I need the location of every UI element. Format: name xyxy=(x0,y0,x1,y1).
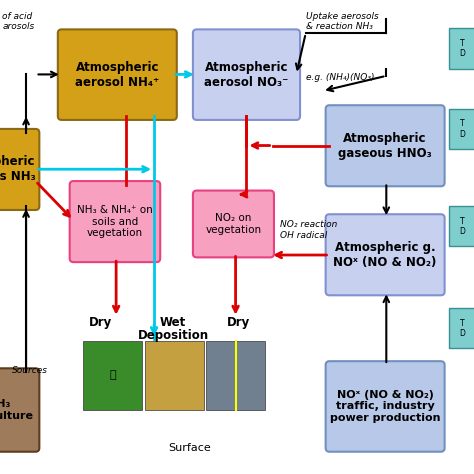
FancyBboxPatch shape xyxy=(70,181,160,262)
Text: Atmospheric
gaseous NH₃: Atmospheric gaseous NH₃ xyxy=(0,155,36,183)
Text: Sources: Sources xyxy=(12,366,48,375)
Text: Atmospheric
gaseous HNO₃: Atmospheric gaseous HNO₃ xyxy=(338,132,432,160)
Text: NO₂ on
vegetation: NO₂ on vegetation xyxy=(205,213,262,235)
Text: T
D: T D xyxy=(459,119,465,139)
FancyBboxPatch shape xyxy=(326,105,445,186)
Text: Wet: Wet xyxy=(160,316,186,329)
FancyBboxPatch shape xyxy=(326,214,445,295)
FancyBboxPatch shape xyxy=(449,28,474,69)
FancyBboxPatch shape xyxy=(193,29,300,120)
FancyBboxPatch shape xyxy=(326,361,445,452)
FancyBboxPatch shape xyxy=(449,206,474,246)
Text: Atmospheric g.
NOˣ (NO & NO₂): Atmospheric g. NOˣ (NO & NO₂) xyxy=(333,241,437,269)
Text: Deposition: Deposition xyxy=(137,329,209,342)
Text: NO₂ reaction
OH radical: NO₂ reaction OH radical xyxy=(280,220,337,240)
Text: 🐄: 🐄 xyxy=(109,370,116,381)
Text: NOˣ (NO & NO₂)
traffic, industry
power production: NOˣ (NO & NO₂) traffic, industry power p… xyxy=(330,390,440,423)
FancyBboxPatch shape xyxy=(449,308,474,348)
FancyBboxPatch shape xyxy=(58,29,177,120)
Text: NH₃
agriculture: NH₃ agriculture xyxy=(0,399,33,421)
Text: of acid
arosols: of acid arosols xyxy=(2,12,35,31)
Text: T
D: T D xyxy=(459,39,465,58)
FancyBboxPatch shape xyxy=(0,129,39,210)
Text: Uptake aerosols
& reaction NH₃: Uptake aerosols & reaction NH₃ xyxy=(306,12,378,31)
FancyBboxPatch shape xyxy=(145,341,204,410)
FancyBboxPatch shape xyxy=(206,341,265,410)
Text: Dry: Dry xyxy=(227,316,250,329)
FancyBboxPatch shape xyxy=(193,191,274,257)
Text: Atmospheric
aerosol NO₃⁻: Atmospheric aerosol NO₃⁻ xyxy=(204,61,289,89)
Text: NH₃ & NH₄⁺ on
soils and
vegetation: NH₃ & NH₄⁺ on soils and vegetation xyxy=(77,205,153,238)
Text: T
D: T D xyxy=(459,217,465,236)
Text: e.g. (NH₄)(NO₃): e.g. (NH₄)(NO₃) xyxy=(306,73,374,82)
Text: Dry: Dry xyxy=(89,316,113,329)
Text: Atmospheric
aerosol NH₄⁺: Atmospheric aerosol NH₄⁺ xyxy=(75,61,159,89)
FancyBboxPatch shape xyxy=(0,368,39,452)
FancyBboxPatch shape xyxy=(449,109,474,149)
Text: T
D: T D xyxy=(459,319,465,338)
Text: Surface: Surface xyxy=(168,443,211,453)
FancyBboxPatch shape xyxy=(83,341,142,410)
